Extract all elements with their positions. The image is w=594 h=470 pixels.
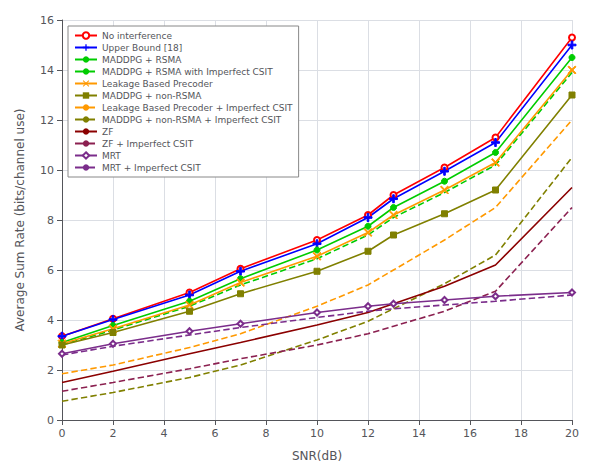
svg-text:MADDPG + RSMA: MADDPG + RSMA (102, 55, 182, 65)
svg-text:Upper Bound [18]: Upper Bound [18] (102, 43, 182, 53)
svg-text:20: 20 (565, 427, 579, 440)
svg-text:Leakage Based Precoder: Leakage Based Precoder (102, 79, 213, 89)
svg-text:0: 0 (59, 427, 66, 440)
svg-text:2: 2 (110, 427, 117, 440)
svg-text:Leakage Based Precoder + Imper: Leakage Based Precoder + Imperfect CSIT (102, 103, 293, 113)
svg-text:18: 18 (514, 427, 528, 440)
svg-text:12: 12 (361, 427, 375, 440)
svg-text:16: 16 (40, 14, 54, 27)
svg-text:2: 2 (47, 364, 54, 377)
svg-text:MADDPG + RSMA with Imperfect C: MADDPG + RSMA with Imperfect CSIT (102, 67, 273, 77)
svg-text:6: 6 (212, 427, 219, 440)
svg-text:SNR(dB): SNR(dB) (292, 449, 342, 463)
svg-text:4: 4 (161, 427, 168, 440)
svg-text:8: 8 (263, 427, 270, 440)
svg-text:10: 10 (40, 164, 54, 177)
svg-text:MADDPG + non-RSMA + Imperfect: MADDPG + non-RSMA + Imperfect CSIT (102, 115, 282, 125)
svg-text:Average Sum Rate (bits/channel: Average Sum Rate (bits/channel use) (13, 108, 27, 331)
svg-text:14: 14 (412, 427, 426, 440)
svg-text:12: 12 (40, 114, 54, 127)
svg-text:MADDPG + non-RSMA: MADDPG + non-RSMA (102, 91, 202, 101)
svg-text:16: 16 (463, 427, 477, 440)
svg-text:4: 4 (47, 314, 54, 327)
svg-text:ZF: ZF (102, 127, 113, 137)
svg-text:8: 8 (47, 214, 54, 227)
svg-text:14: 14 (40, 64, 54, 77)
svg-text:0: 0 (47, 414, 54, 427)
svg-text:6: 6 (47, 264, 54, 277)
svg-text:MRT + Imperfect CSIT: MRT + Imperfect CSIT (102, 163, 201, 173)
svg-text:MRT: MRT (102, 151, 121, 161)
svg-text:ZF + Imperfect CSIT: ZF + Imperfect CSIT (102, 139, 194, 149)
svg-text:10: 10 (310, 427, 324, 440)
svg-text:No interference: No interference (102, 31, 172, 41)
